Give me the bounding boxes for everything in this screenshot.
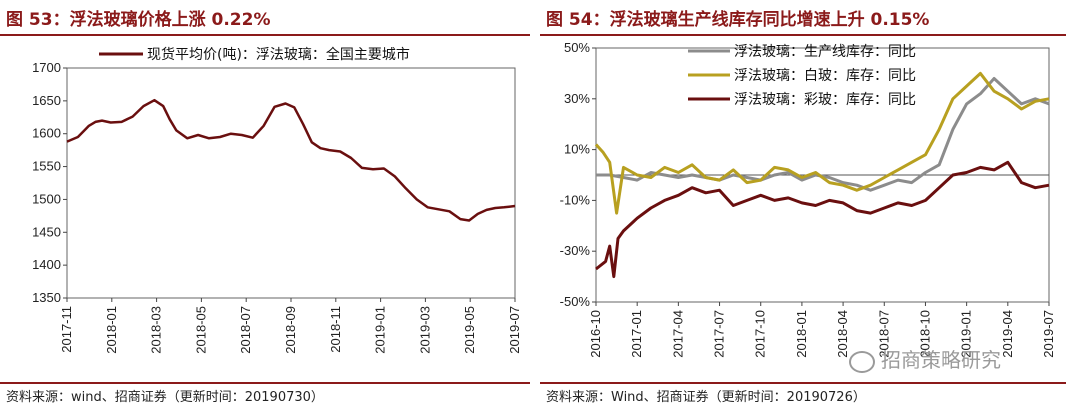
x-tick-label: 2017-04 — [670, 310, 685, 358]
y-tick-label: 1500 — [32, 191, 61, 206]
y-tick-label: -30% — [560, 243, 591, 258]
series-line-2 — [595, 160, 1050, 279]
left-source-note: 资料来源：wind、招商证券（更新时间：20190730） — [6, 390, 324, 405]
x-tick-label: 2018-07 — [238, 306, 253, 354]
y-tick-label: 10% — [564, 142, 590, 157]
left-chart-panel: 图 53：浮法玻璃价格上涨 0.22% 1700 1650 1600 1550 1500… — [0, 0, 530, 409]
y-tick-label: 50% — [564, 40, 590, 55]
x-tick-label: 2019-07 — [507, 306, 522, 354]
left-source-divider — [0, 382, 530, 384]
watermark: 招商策略研究 — [849, 344, 1001, 373]
series-line-1 — [594, 71, 1050, 215]
right-title-bar: 图 54：浮法玻璃生产线库存同比增速上升 0.15% — [540, 0, 1066, 36]
watermark-text: 招商策略研究 — [881, 348, 1001, 372]
y-tick-label: 1700 — [32, 60, 61, 75]
y-tick-label: 1600 — [32, 126, 61, 141]
x-tick-label: 2018-10 — [917, 310, 932, 358]
legend-label-0: 现货平均价(吨)：浮法玻璃：全国主要城市 — [147, 46, 410, 63]
y-tick-label: 30% — [564, 91, 590, 106]
x-tick-label: 2016-10 — [588, 310, 603, 358]
plot-frame — [66, 67, 516, 299]
x-tick-label: 2018-09 — [283, 306, 298, 354]
right-chart-svg: 50% 30% 10% -10% -30% -50%2016-10 2017-01 2017-… — [560, 40, 1056, 358]
right-source-divider — [540, 382, 1066, 384]
x-tick-label: 2017-01 — [629, 310, 644, 358]
x-tick-label: 2017-07 — [712, 310, 727, 358]
x-tick-label: 2019-04 — [1000, 310, 1015, 358]
left-title-bar: 图 53：浮法玻璃价格上涨 0.22% — [0, 0, 530, 36]
y-tick-label: 1650 — [32, 93, 61, 108]
x-tick-label: 2018-03 — [149, 306, 164, 354]
right-chart-panel: 图 54：浮法玻璃生产线库存同比增速上升 0.15% 50% 30% 10% -10%… — [540, 0, 1066, 409]
x-tick-label: 2018-07 — [876, 310, 891, 358]
series-line-0 — [66, 98, 516, 222]
left-chart-title: 图 53：浮法玻璃价格上涨 0.22% — [6, 10, 271, 30]
x-tick-label: 2018-11 — [328, 306, 343, 353]
x-tick-label: 2019-05 — [462, 306, 477, 354]
y-tick-label: -10% — [560, 192, 591, 207]
x-tick-label: 2018-01 — [104, 306, 119, 354]
legend-label-1: 浮法玻璃：白玻：库存：同比 — [734, 67, 916, 84]
x-tick-label: 2018-01 — [794, 310, 809, 358]
x-tick-label: 2018-05 — [193, 306, 208, 354]
x-tick-label: 2018-04 — [835, 310, 850, 358]
legend-label-0: 浮法玻璃：生产线库存：同比 — [734, 43, 916, 60]
y-tick-label: 1450 — [32, 224, 61, 239]
right-source-note: 资料来源：Wind、招商证券（更新时间：20190726） — [546, 390, 866, 405]
legend-label-2: 浮法玻璃：彩玻：库存：同比 — [734, 91, 916, 108]
y-tick-label: -50% — [560, 294, 591, 309]
x-tick-label: 2019-03 — [417, 306, 432, 354]
y-tick-label: 1350 — [32, 290, 61, 305]
y-tick-label: 1400 — [32, 257, 61, 272]
x-tick-label: 2017-10 — [753, 310, 768, 358]
x-tick-label: 2019-01 — [959, 310, 974, 358]
wechat-icon — [849, 350, 875, 373]
y-tick-label: 1550 — [32, 159, 61, 174]
x-tick-label: 2017-11 — [59, 306, 74, 353]
x-tick-label: 2019-01 — [373, 306, 388, 354]
x-tick-label: 2019-07 — [1041, 310, 1056, 358]
right-chart-title: 图 54：浮法玻璃生产线库存同比增速上升 0.15% — [546, 10, 930, 30]
